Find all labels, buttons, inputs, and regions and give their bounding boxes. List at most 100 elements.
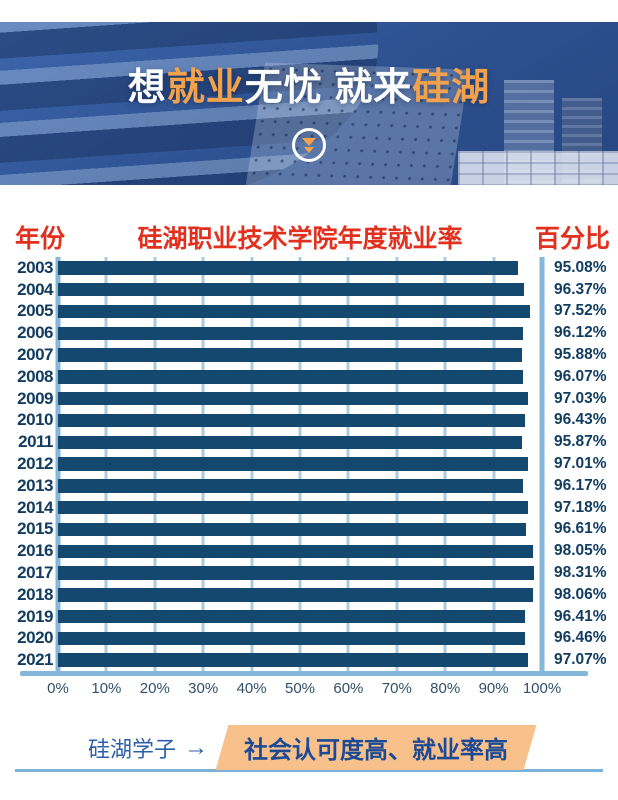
bar: [58, 326, 524, 341]
value-label: 97.07%: [554, 651, 607, 669]
value-label: 96.17%: [554, 476, 607, 494]
chart-row: 2007 95.88%: [0, 344, 618, 366]
x-tick-label: 50%: [284, 680, 316, 697]
bar: [58, 566, 534, 580]
value-label: 95.08%: [554, 258, 607, 276]
year-label: 2006: [17, 323, 53, 343]
year-label: 2011: [18, 432, 53, 452]
chevron-down-icon: [304, 146, 314, 153]
year-label: 2003: [17, 257, 53, 277]
x-axis-ticks: 0% 10% 20% 30% 40% 50% 60% 70% 80% 90% 100%: [0, 676, 618, 702]
value-label: 95.88%: [554, 346, 607, 364]
value-label: 97.01%: [554, 455, 607, 473]
footer-highlight-text: 社会认可度高、就业率高: [244, 737, 508, 764]
x-tick-label: 70%: [381, 680, 412, 697]
bar-track: [58, 410, 542, 432]
bar-track: [58, 322, 542, 344]
bar-track: [58, 344, 542, 366]
value-label: 96.46%: [554, 629, 607, 647]
chart-row: 2014 97.18%: [0, 497, 618, 519]
bar-track: [58, 584, 542, 606]
chart-row: 2017 98.31%: [0, 562, 618, 584]
value-label: 97.52%: [554, 302, 607, 320]
hero-title: 想就业无忧 就来硅湖: [0, 56, 618, 111]
bar-track: [58, 257, 542, 279]
x-tick-label: 20%: [139, 680, 170, 697]
chart-row: 2020 96.46%: [0, 628, 618, 650]
year-label: 2008: [17, 366, 53, 386]
bar-track: [58, 431, 542, 453]
right-arrow-icon: →: [184, 733, 208, 761]
chart-row: 2016 98.05%: [0, 540, 618, 562]
year-label: 2018: [17, 584, 53, 604]
footer-highlight: 社会认可度高、就业率高: [215, 725, 537, 770]
year-label: 2007: [17, 345, 53, 365]
value-label: 96.07%: [554, 367, 607, 385]
gridline: [539, 257, 545, 671]
bar: [58, 500, 529, 515]
chart-row: 2013 96.17%: [0, 475, 618, 497]
category-axis-title: 年份: [15, 225, 66, 253]
bar-track: [58, 301, 542, 323]
value-label: 95.87%: [554, 433, 607, 451]
bar-track: [58, 562, 542, 584]
bar: [58, 413, 525, 428]
x-tick-label: 30%: [188, 680, 219, 697]
bar-track: [58, 497, 542, 519]
chevron-down-icon: [302, 137, 316, 146]
hero-title-segment: 想: [127, 67, 167, 109]
x-tick-label: 100%: [522, 680, 562, 697]
bar: [58, 304, 530, 319]
hero-title-segment: 无忧: [244, 67, 323, 109]
bar: [58, 653, 528, 667]
campus-building-right: [458, 151, 618, 185]
chart-row: 2012 97.01%: [0, 453, 618, 475]
x-tick-label: 40%: [236, 680, 267, 697]
chart-row: 2015 96.61%: [0, 519, 618, 541]
year-label: 2009: [17, 388, 53, 408]
year-label: 2014: [17, 497, 53, 517]
value-axis-title: 百分比: [534, 225, 610, 253]
value-label: 96.12%: [554, 324, 607, 342]
bar: [58, 370, 523, 384]
top-margin: [0, 0, 618, 22]
bar-track: [58, 279, 542, 301]
hero-title-segment: 就来: [322, 67, 413, 109]
value-label: 97.03%: [554, 389, 607, 407]
chart-row: 2010 96.43%: [0, 410, 618, 432]
value-label: 97.18%: [554, 498, 607, 516]
value-label: 96.43%: [554, 411, 607, 429]
bar: [58, 522, 526, 537]
footer-banner: 硅湖学子 → 社会认可度高、就业率高: [0, 725, 618, 774]
bar: [58, 588, 533, 602]
bar: [58, 435, 522, 450]
footer-label: 硅湖学子 →: [88, 732, 208, 764]
year-label: 2016: [17, 541, 53, 561]
bar-track: [58, 453, 542, 475]
bar-track: [58, 649, 542, 671]
bar-track: [58, 606, 542, 628]
footer-content: 硅湖学子 → 社会认可度高、就业率高: [0, 725, 618, 770]
chart-title: 硅湖职业技术学院年度就业率: [137, 225, 463, 253]
bar: [58, 282, 525, 297]
x-tick-label: 90%: [478, 680, 509, 697]
chart-row: 2011 95.87%: [0, 431, 618, 453]
hero-banner: 想就业无忧 就来硅湖: [0, 22, 618, 185]
bar: [58, 609, 525, 624]
chart-row: 2019 96.41%: [0, 606, 618, 628]
chart-row: 2006 96.12%: [0, 322, 618, 344]
chart-row: 2004 96.37%: [0, 279, 618, 301]
hero-title-segment: 就业: [166, 67, 245, 109]
bar-track: [58, 366, 542, 388]
x-axis-line: [20, 671, 588, 676]
value-label: 96.41%: [554, 607, 607, 625]
double-chevron-down-icon: [292, 128, 326, 162]
bar: [58, 544, 533, 558]
year-label: 2019: [17, 606, 53, 626]
x-tick-label: 10%: [91, 680, 122, 697]
hero-title-segment: 硅湖: [412, 67, 491, 109]
bar: [58, 348, 523, 362]
bar: [58, 391, 528, 406]
bar-track: [58, 475, 542, 497]
value-label: 98.05%: [554, 542, 607, 560]
